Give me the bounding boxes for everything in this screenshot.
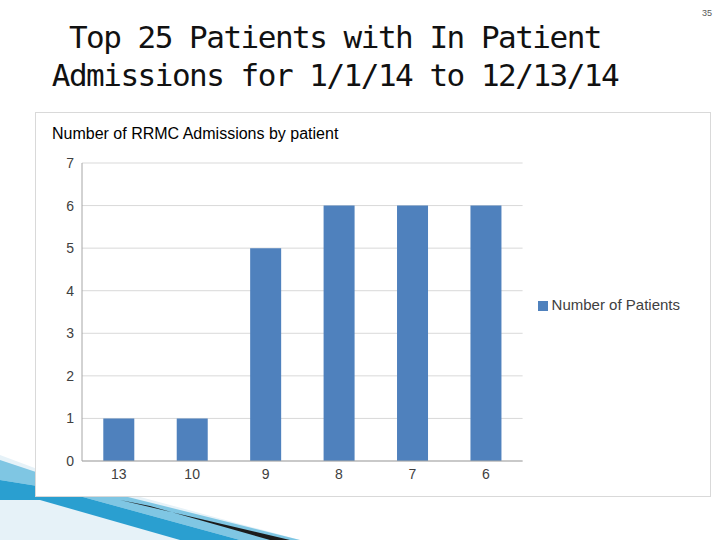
svg-text:7: 7 — [66, 155, 74, 171]
svg-text:8: 8 — [335, 466, 343, 482]
svg-text:2: 2 — [66, 368, 74, 384]
svg-text:5: 5 — [66, 240, 74, 256]
svg-text:4: 4 — [66, 283, 74, 299]
html-text:Number of RRMC Admissions by p: Number of RRMC Admissions by patient — [52, 125, 339, 142]
svg-text:1: 1 — [66, 410, 74, 426]
svg-text:3: 3 — [66, 325, 74, 341]
svg-text:9: 9 — [262, 466, 270, 482]
svg-text:7: 7 — [409, 466, 417, 482]
html-text:Top 25 Patients with In Patien: Top 25 Patients with In Patient Admissio… — [51, 19, 619, 93]
svg-text:6: 6 — [482, 466, 490, 482]
html-text:Number of Patients: Number of Patients — [551, 296, 680, 313]
svg-text:10: 10 — [184, 466, 200, 482]
svg-text:13: 13 — [111, 466, 127, 482]
html-text:35: 35 — [702, 8, 712, 18]
svg-text:6: 6 — [66, 198, 74, 214]
svg-text:0: 0 — [66, 453, 74, 469]
